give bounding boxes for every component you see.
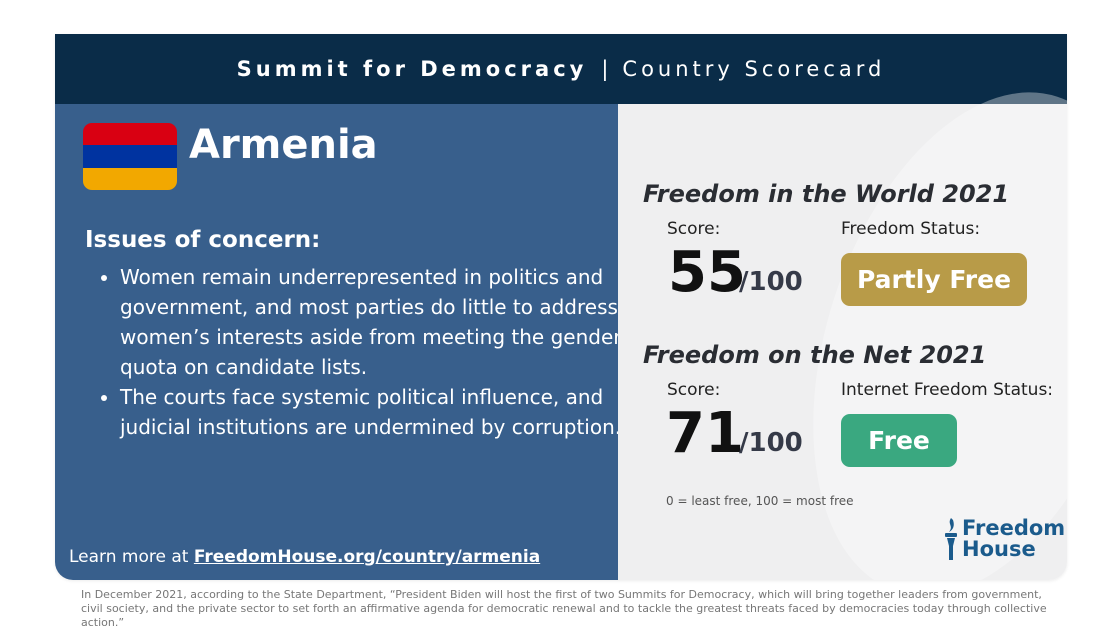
fotn-score-label: Score: [667, 380, 721, 400]
logo-line-2: House [962, 537, 1036, 561]
fiw-score-label: Score: [667, 219, 721, 239]
fiw-status-badge: Partly Free [841, 253, 1027, 306]
logo-line-1: Freedom [962, 516, 1066, 540]
fotn-out-of: /100 [739, 428, 803, 458]
issue-item: The courts face systemic political influ… [120, 382, 625, 442]
learn-more-prefix: Learn more at [69, 547, 194, 567]
header-subtitle: Country Scorecard [622, 57, 886, 81]
footer-note: In December 2021, according to the State… [81, 588, 1047, 629]
scores-panel: Freedom in the World 2021 Score: 55 /100… [618, 50, 1067, 580]
country-name: Armenia [189, 122, 378, 168]
issue-item: Women remain underrepresented in politic… [120, 262, 625, 382]
fiw-title: Freedom in the World 2021 [643, 180, 1010, 208]
fotn-title: Freedom on the Net 2021 [643, 341, 987, 369]
header-banner: Summit for Democracy | Country Scorecard [55, 34, 1067, 104]
scale-note: 0 = least free, 100 = most free [666, 494, 854, 508]
scorecard-card: Summit for Democracy | Country Scorecard… [55, 34, 1067, 580]
fiw-out-of: /100 [739, 267, 803, 297]
learn-more: Learn more at FreedomHouse.org/country/a… [69, 547, 540, 567]
country-panel: Armenia Issues of concern: Women remain … [55, 104, 621, 580]
fotn-score: 71 [666, 401, 744, 466]
header-title: Summit for Democracy [236, 57, 588, 81]
fotn-status-label: Internet Freedom Status: [841, 380, 1054, 400]
issues-title: Issues of concern: [85, 227, 321, 253]
torch-icon [945, 518, 957, 560]
issues-list: Women remain underrepresented in politic… [98, 262, 625, 442]
country-link[interactable]: FreedomHouse.org/country/armenia [193, 547, 541, 567]
fiw-status-label: Freedom Status: [841, 219, 981, 239]
freedom-house-logo: Freedom House [944, 516, 1065, 562]
armenia-flag-icon [83, 123, 177, 190]
header-separator: | [601, 57, 609, 81]
fotn-status-badge: Free [841, 414, 957, 467]
fiw-score: 55 [668, 240, 746, 305]
